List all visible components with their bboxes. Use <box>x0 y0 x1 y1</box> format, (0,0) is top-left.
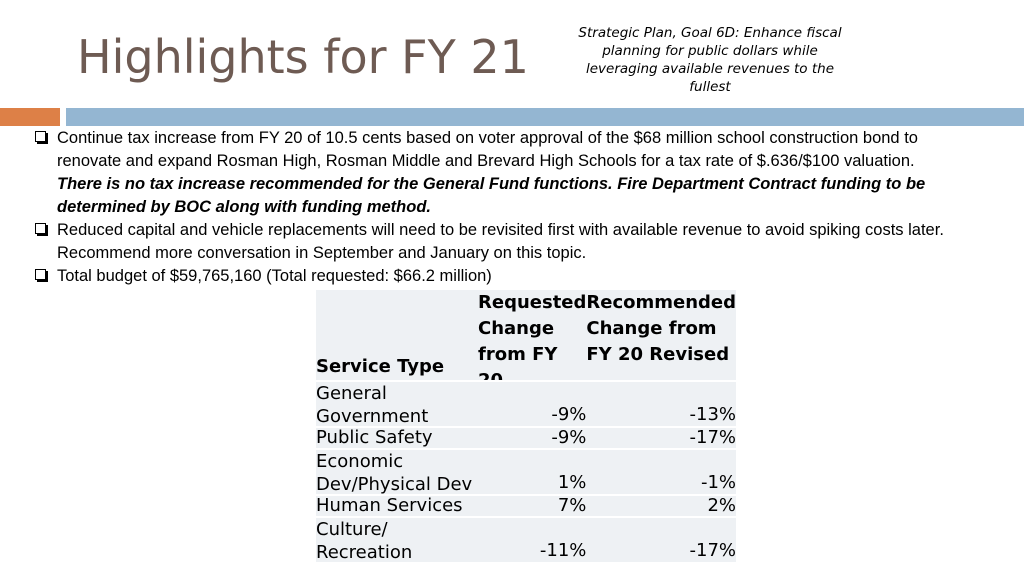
service-type: General Government <box>316 383 429 426</box>
goal-note: Strategic Plan, Goal 6D: Enhance fiscal … <box>578 25 842 95</box>
table-cell: Economic Dev/Physical Dev <box>316 450 478 494</box>
change-value: -17% <box>689 428 737 448</box>
bullet: Reduced capital and vehicle replacements… <box>33 219 953 265</box>
change-value: -13% <box>689 404 737 425</box>
budget-table: Service Type Requested Change from FY 20… <box>316 288 737 564</box>
table-row: Public Safety -9% -17% <box>316 428 737 448</box>
change-value: -9% <box>551 428 587 448</box>
change-value: -11% <box>539 540 587 561</box>
header-text: Requested Change from FY 20 Revised <box>478 292 587 380</box>
table-cell: -11% <box>478 518 587 562</box>
table-cell: -17% <box>586 518 737 562</box>
table-cell: Public Safety <box>316 428 478 448</box>
table-cell: 2% <box>586 496 737 516</box>
service-type: Economic Dev/Physical Dev <box>316 451 473 494</box>
change-value: -9% <box>551 404 587 425</box>
change-value: -17% <box>689 540 737 561</box>
table-cell: -13% <box>586 382 737 426</box>
table-cell: -1% <box>586 450 737 494</box>
column-header: Recommended Change from FY 20 Revised <box>586 290 737 380</box>
table-cell: -17% <box>586 428 737 448</box>
accent-bar <box>0 108 60 126</box>
table-cell: 1% <box>478 450 587 494</box>
table-row: Culture/ Recreation -11% -17% <box>316 518 737 562</box>
bullet: Total budget of $59,765,160 (Total reque… <box>33 265 953 288</box>
change-value: -1% <box>700 472 737 493</box>
bullet-text: Reduced capital and vehicle replacements… <box>57 221 944 262</box>
bullet-text: Total budget of $59,765,160 (Total reque… <box>57 267 492 285</box>
table-cell: General Government <box>316 382 478 426</box>
table-cell: 7% <box>478 496 587 516</box>
table-cell: -9% <box>478 382 587 426</box>
column-header: Requested Change from FY 20 Revised <box>478 290 587 380</box>
column-header: Service Type <box>316 290 478 380</box>
bullet-list: Continue tax increase from FY 20 of 10.5… <box>33 127 953 288</box>
table-cell: -9% <box>478 428 587 448</box>
table-cell: Culture/ Recreation <box>316 518 478 562</box>
change-value: 1% <box>557 472 587 493</box>
table-row: General Government -9% -13% <box>316 382 737 426</box>
header-bar <box>66 108 1024 126</box>
bullet: Continue tax increase from FY 20 of 10.5… <box>33 127 953 219</box>
table-cell: Human Services <box>316 496 478 516</box>
change-value: 2% <box>707 496 737 516</box>
bullet-emphasis: There is no tax increase recommended for… <box>57 175 926 216</box>
table-body: General Government -9% -13% Public Safety -9… <box>316 382 737 562</box>
header-text: Service Type <box>316 356 445 377</box>
bullet-text: Continue tax increase from FY 20 of 10.5… <box>57 129 918 170</box>
service-type: Human Services <box>316 496 463 516</box>
header-text: Recommended Change from FY 20 Revised <box>586 292 737 365</box>
table-row: Human Services 7% 2% <box>316 496 737 516</box>
slide-title: Highlights for FY 21 <box>77 30 529 84</box>
service-type: Public Safety <box>316 428 433 448</box>
table-row: Economic Dev/Physical Dev 1% -1% <box>316 450 737 494</box>
change-value: 7% <box>557 496 587 516</box>
service-type: Culture/ Recreation <box>316 519 413 562</box>
